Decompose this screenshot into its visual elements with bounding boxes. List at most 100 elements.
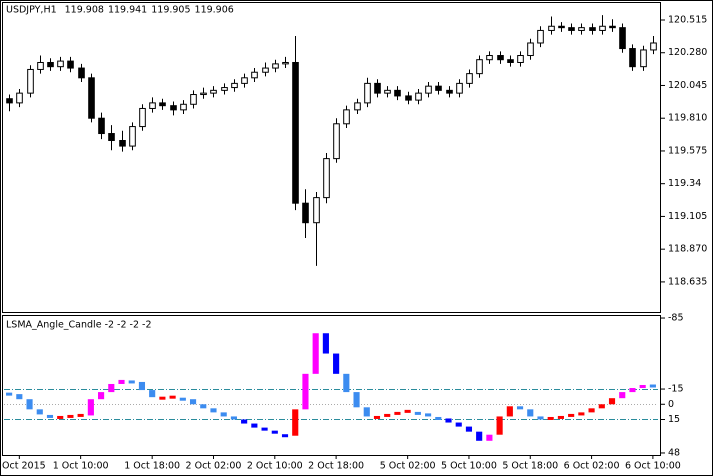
y-tick-label: 120.280 — [668, 47, 707, 58]
indicator-bar — [67, 414, 74, 418]
x-tick-label: 5 Oct 10:00 — [441, 461, 497, 472]
candle-body — [139, 107, 146, 128]
candle-body — [466, 73, 473, 84]
y-tick-label: 120.045 — [668, 80, 707, 91]
indicator-bar — [414, 411, 421, 415]
candle-body — [486, 55, 493, 61]
indicator-bar — [179, 397, 186, 401]
candle-body — [364, 82, 371, 104]
indicator-bar — [557, 415, 564, 419]
indicator-bar — [506, 406, 513, 417]
indicator-bar — [200, 404, 207, 409]
indicator-bar — [16, 394, 23, 400]
indicator-bar — [98, 392, 105, 400]
candle-body — [568, 27, 575, 31]
candle-body — [251, 71, 258, 79]
indicator-bar — [251, 423, 258, 428]
indicator-bar — [118, 379, 125, 384]
y-tick-label: 119.810 — [668, 113, 707, 124]
candle-body — [476, 59, 483, 75]
candle-body — [456, 82, 463, 94]
x-tick-label: 2 Oct 10:00 — [247, 461, 303, 472]
indicator-bar — [322, 333, 329, 354]
indicator-bar — [568, 413, 575, 417]
candle-body — [548, 25, 555, 31]
indicator-bar — [384, 413, 391, 417]
y-tick-label: 48 — [668, 447, 680, 458]
indicator-bar — [608, 398, 616, 405]
candle-body — [629, 48, 636, 68]
price-panel — [2, 2, 661, 313]
candle-body — [333, 123, 340, 160]
x-tick-label: 5 Oct 02:00 — [380, 461, 436, 472]
indicator-bar — [445, 418, 452, 423]
candle-body — [98, 117, 105, 135]
indicator-bar — [128, 380, 135, 384]
candle-body — [190, 94, 197, 105]
candle-body — [159, 102, 166, 107]
candle-body — [415, 92, 422, 101]
candle-body — [108, 133, 115, 142]
y-tick-label: 120.515 — [668, 14, 707, 25]
indicator-bar — [394, 411, 401, 415]
y-tick-label: -85 — [668, 313, 684, 324]
y-tick-label: -15 — [668, 384, 684, 395]
indicator-bar — [189, 399, 197, 405]
candle-body — [527, 42, 534, 57]
indicator-bar — [46, 414, 54, 418]
indicator-bar — [547, 416, 554, 420]
candle-body — [313, 197, 320, 224]
y-tick-label: 119.105 — [668, 211, 707, 222]
candle-body — [57, 60, 64, 68]
candle-body — [200, 92, 207, 96]
candle-body — [507, 59, 514, 63]
candle-body — [47, 61, 54, 68]
indicator-bar — [77, 413, 84, 417]
indicator-bar — [476, 431, 483, 441]
candle-body — [640, 49, 647, 68]
candle-body — [67, 60, 74, 69]
x-tick-label: 1 Oct 10:00 — [53, 461, 109, 472]
y-tick-label: 0 — [668, 399, 674, 410]
indicator-bar — [26, 399, 33, 410]
candle-body — [6, 98, 13, 104]
indicator-bar — [333, 353, 340, 374]
indicator-bar — [57, 415, 64, 419]
candle-body — [558, 25, 565, 29]
candle-body — [129, 126, 136, 147]
candle-body — [405, 95, 412, 101]
candle-body — [578, 27, 585, 31]
indicator-bar — [435, 416, 442, 420]
indicator-bar — [261, 427, 268, 431]
x-tick-label: 5 Oct 18:00 — [502, 461, 558, 472]
candle-body — [149, 102, 156, 109]
indicator-bar — [598, 404, 605, 409]
y-tick-label: 15 — [668, 414, 680, 425]
indicator-bar — [425, 413, 432, 417]
candle-body — [384, 89, 391, 94]
candle-body — [435, 85, 442, 91]
candle-body — [241, 77, 248, 84]
indicator-bar — [619, 392, 626, 399]
x-tick-label: 2 Oct 18:00 — [308, 461, 364, 472]
candle-body — [88, 77, 95, 119]
candle-body — [180, 103, 187, 111]
x-tick-label: 1 Oct 2015 — [0, 461, 46, 472]
candle-body — [323, 158, 330, 199]
candle-body — [394, 89, 401, 97]
x-tick-label: 2 Oct 02:00 — [186, 461, 242, 472]
candle-body — [292, 61, 299, 204]
header-value: 119.906 — [195, 5, 234, 16]
indicator-bar — [138, 381, 146, 391]
candle-body — [302, 202, 309, 224]
indicator-bar — [36, 409, 43, 415]
candle-body — [119, 140, 126, 147]
header-value: 119.905 — [151, 5, 190, 16]
candle-body — [446, 89, 453, 94]
indicator-bar — [537, 416, 544, 420]
indicator-bar — [271, 430, 278, 434]
candle-body — [221, 87, 228, 91]
indicator-panel — [2, 315, 661, 456]
indicator-bar — [159, 396, 166, 400]
indicator-bar — [486, 434, 493, 441]
